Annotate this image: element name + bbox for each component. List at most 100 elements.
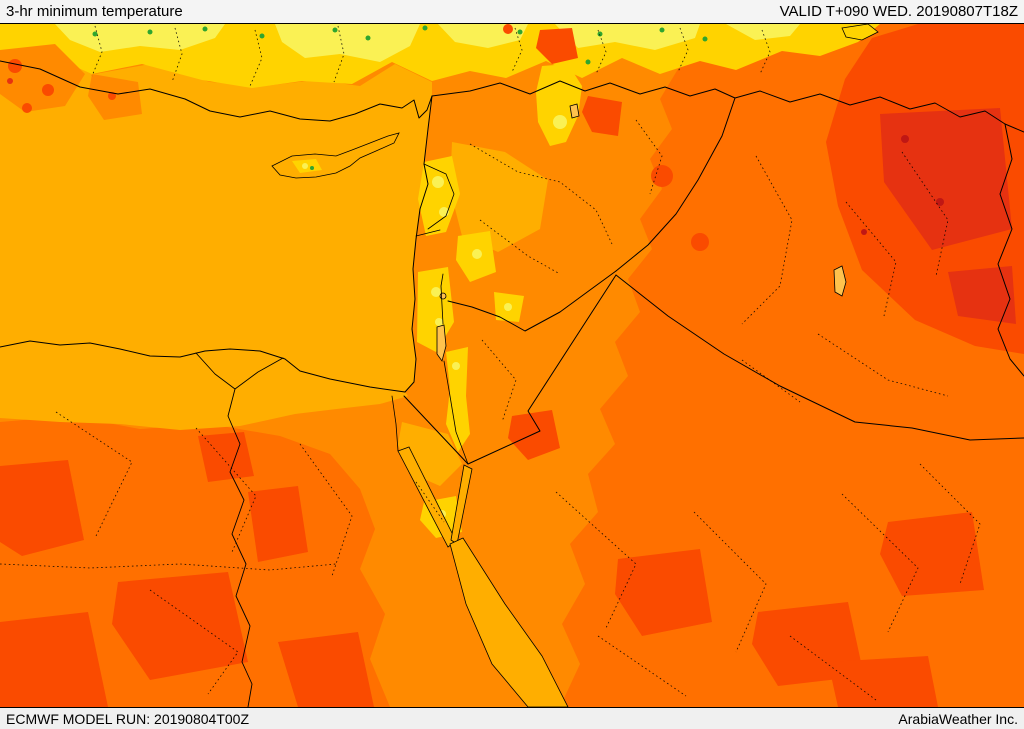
jordan-river-border	[440, 273, 444, 325]
contour-green-speck	[659, 27, 665, 33]
contour-red-egypt	[0, 460, 84, 556]
contour-red-saudi	[828, 656, 938, 707]
lake-homs	[569, 103, 580, 119]
sea-of-galilee	[439, 292, 447, 300]
contour-green-speck	[92, 31, 98, 37]
footer-bar: ECMWF MODEL RUN: 20190804T00Z ArabiaWeat…	[0, 707, 1024, 729]
contour-deep-red-spot	[7, 78, 13, 84]
contour-green-speck	[332, 27, 338, 33]
dead-sea	[436, 324, 447, 362]
nile-delta-branch	[195, 352, 236, 390]
contour-red-spot	[651, 165, 673, 187]
syria-jordan-border	[447, 270, 617, 332]
egypt-israel-border	[403, 395, 469, 465]
contour-bright-spot	[472, 249, 482, 259]
lebanon-syria-border	[423, 163, 455, 230]
turkey-coastline	[0, 60, 433, 122]
contour-yellow-jordan-highlands	[446, 347, 470, 452]
contour-deep-red-core	[880, 108, 1012, 250]
contour-green-speck	[147, 29, 153, 35]
admin-boundary	[919, 463, 981, 585]
contour-bright-spot	[553, 115, 567, 129]
contour-red-spot	[503, 24, 513, 34]
admin-boundary	[91, 25, 103, 77]
nile-river	[227, 388, 253, 707]
contour-red-egypt	[198, 432, 254, 482]
contour-dark-red-spot	[901, 135, 909, 143]
lake-tharthar	[833, 265, 847, 297]
contour-bright-spot	[504, 303, 512, 311]
iraq-iran-border	[997, 123, 1024, 377]
contour-red-spot	[691, 233, 709, 251]
contour-red-egypt	[112, 572, 248, 680]
contour-green-speck	[259, 33, 265, 39]
contour-bright-yellow	[726, 24, 800, 40]
contour-bright-yellow	[275, 24, 420, 62]
page-title: 3-hr minimum temperature	[6, 3, 183, 20]
admin-boundary	[249, 29, 263, 87]
admin-boundary	[299, 443, 353, 577]
contour-green-speck	[365, 35, 371, 41]
temperature-map	[0, 24, 1024, 707]
contour-green-speck	[702, 36, 708, 42]
contour-green-speck	[517, 29, 523, 35]
contour-red-spot	[582, 96, 622, 136]
admin-boundary	[901, 151, 949, 277]
contour-dark-red-spot	[861, 229, 867, 235]
admin-boundary	[841, 493, 919, 633]
contour-green-speck	[310, 166, 314, 170]
contour-red-egypt	[0, 612, 108, 707]
jordan-saudi-border	[467, 274, 617, 465]
admin-boundary	[845, 201, 897, 317]
admin-boundary	[597, 635, 687, 697]
branding-label: ArabiaWeather Inc.	[898, 710, 1018, 727]
contour-bright-yellow	[55, 24, 225, 52]
admin-boundary	[415, 481, 445, 523]
admin-boundary	[333, 25, 345, 83]
contour-red-jordan	[508, 410, 560, 460]
admin-boundary	[149, 589, 239, 695]
admin-boundary	[759, 29, 771, 75]
admin-boundary	[817, 333, 949, 397]
contour-red-egypt	[278, 632, 374, 707]
iraq-saudi-border	[615, 274, 1024, 441]
syria-iraq-border	[615, 97, 736, 272]
contour-amber-sea	[0, 52, 432, 392]
contour-red-spot	[536, 28, 578, 64]
lebanon-israel-border	[415, 229, 441, 237]
admin-boundary	[555, 491, 637, 629]
contour-amber-syria	[450, 142, 548, 252]
valid-time-label: VALID T+090 WED. 20190807T18Z	[779, 3, 1018, 20]
contour-green-speck	[202, 26, 208, 32]
admin-boundary	[479, 219, 561, 275]
contour-dark-red-spot	[936, 198, 944, 206]
admin-boundary	[511, 27, 523, 73]
admin-boundary	[693, 511, 767, 653]
admin-boundary	[55, 411, 133, 537]
contour-green-speck	[422, 25, 428, 31]
contour-yellow-lebanon	[418, 156, 460, 236]
admin-boundary	[741, 155, 793, 325]
contour-bright-spot	[432, 176, 444, 188]
contour-bright-spot	[452, 362, 460, 370]
contour-red-saudi	[615, 549, 712, 636]
levant-coastline	[404, 95, 433, 393]
contour-deep-red-core	[948, 266, 1016, 324]
admin-boundary	[171, 27, 183, 83]
contour-red-spot	[108, 92, 116, 100]
suez-canal	[391, 395, 399, 452]
admin-boundary	[789, 635, 877, 701]
admin-boundary	[635, 119, 663, 195]
admin-boundary	[677, 27, 689, 73]
egypt-coastline	[0, 340, 406, 393]
admin-boundary	[595, 29, 607, 75]
contour-orange-patch	[0, 44, 85, 112]
contour-red-spot	[22, 103, 32, 113]
contour-red-spot	[8, 59, 22, 73]
contour-green-speck	[585, 59, 591, 65]
nile-delta-branch	[234, 357, 284, 390]
contour-red-spot	[42, 84, 54, 96]
header-bar: 3-hr minimum temperature VALID T+090 WED…	[0, 0, 1024, 24]
contour-bright-spot	[431, 287, 441, 297]
